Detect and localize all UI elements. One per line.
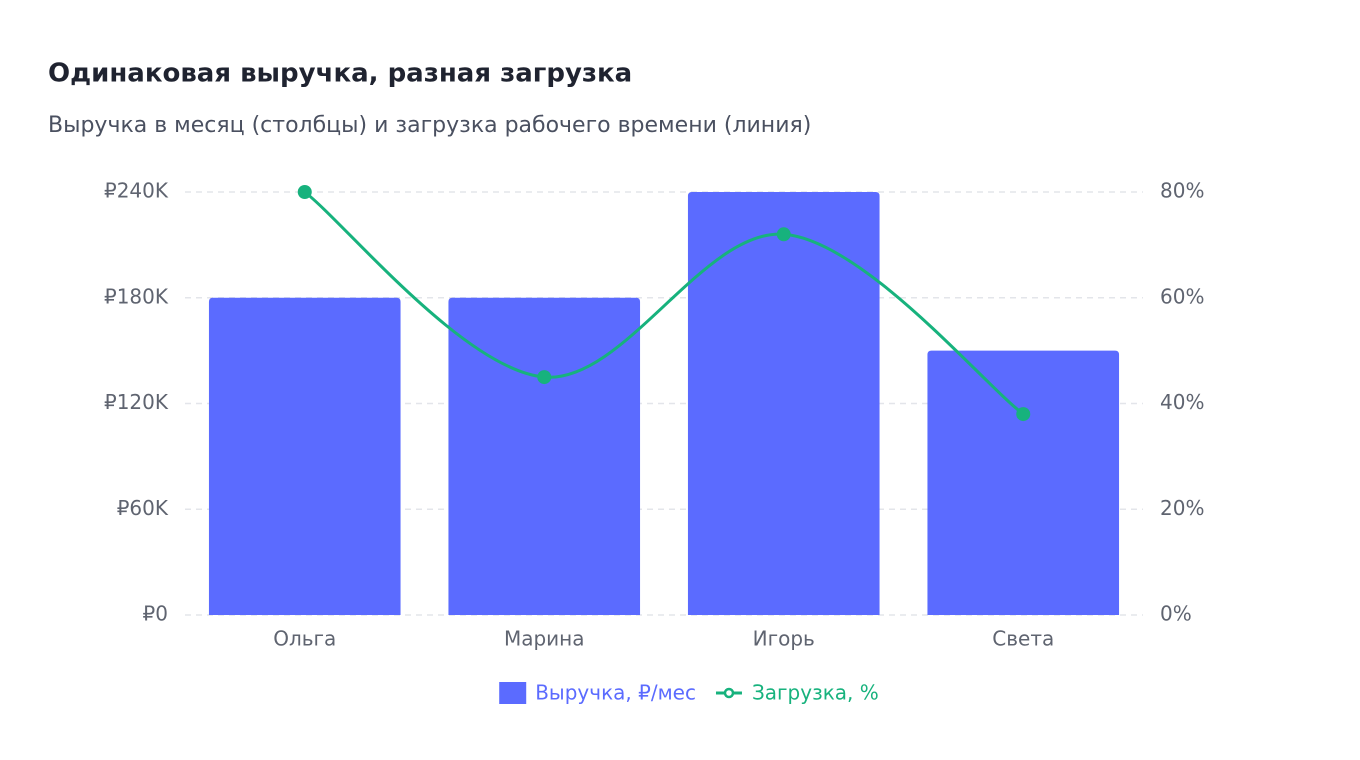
y-tick-label: ₽120K xyxy=(104,390,169,414)
y-tick-label: ₽0 xyxy=(143,602,168,626)
line-point xyxy=(776,227,791,242)
line-point xyxy=(297,185,312,199)
y2-tick-label: 60% xyxy=(1160,284,1204,308)
y-tick-label: ₽180K xyxy=(104,284,169,308)
bar xyxy=(927,350,1120,615)
legend-label: Выручка, ₽/мес xyxy=(535,681,696,705)
legend-swatch xyxy=(723,687,735,699)
chart-title: Одинаковая выручка, разная загрузка xyxy=(48,59,632,89)
y2-tick-label: 20% xyxy=(1160,496,1204,520)
legend-label: Загрузка, % xyxy=(752,681,879,705)
y2-tick-label: 0% xyxy=(1160,602,1192,626)
y2-tick-label: 80% xyxy=(1160,179,1204,203)
x-tick-label: Света xyxy=(992,627,1054,651)
y-tick-label: ₽60K xyxy=(117,496,169,520)
bar xyxy=(208,297,401,615)
y2-tick-label: 40% xyxy=(1160,390,1204,414)
line-point xyxy=(1016,407,1031,422)
chart-subtitle: Выручка в месяц (столбцы) и загрузка раб… xyxy=(48,113,811,138)
legend-swatch xyxy=(499,682,527,704)
bar xyxy=(687,192,880,615)
bar xyxy=(448,297,641,615)
line xyxy=(303,190,1025,416)
x-tick-label: Ольга xyxy=(273,627,336,651)
line-point xyxy=(537,370,552,385)
y-tick-label: ₽240K xyxy=(104,179,169,203)
x-tick-label: Марина xyxy=(504,627,585,651)
x-tick-label: Игорь xyxy=(753,627,815,651)
